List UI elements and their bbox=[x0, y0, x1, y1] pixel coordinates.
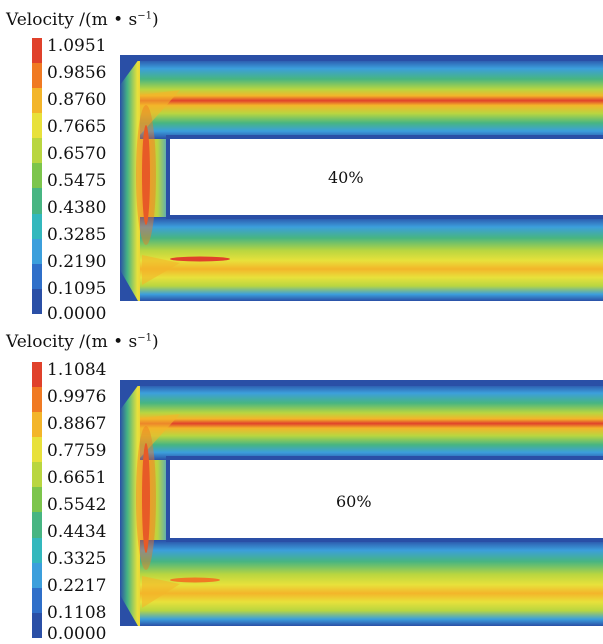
colorbar-tick: 0.7759 bbox=[47, 441, 107, 461]
porosity-label: 60% bbox=[336, 492, 372, 511]
colorbar-band bbox=[32, 462, 42, 488]
colorbar-band bbox=[32, 238, 42, 264]
colorbar-tick: 0.3285 bbox=[47, 225, 107, 245]
colorbar-tick: 0.4434 bbox=[47, 522, 107, 542]
colorbar-tick: 0.7665 bbox=[47, 117, 107, 137]
velocity-field bbox=[120, 380, 603, 626]
velocity-panel-60: Velocity /(m • s−1) 1.1084 0.9976 0.8867… bbox=[0, 322, 603, 644]
colorbar-tick: 0.1108 bbox=[47, 603, 107, 623]
colorbar-tick: 0.2190 bbox=[47, 252, 107, 272]
velocity-panel-40: Velocity /(m • s−1) 1.0951 0.9856 0.8760… bbox=[6, 10, 603, 324]
colorbar-tick: 0.8760 bbox=[47, 90, 107, 110]
colorbar-band bbox=[32, 562, 42, 588]
colorbar-band bbox=[32, 263, 42, 289]
colorbar-band bbox=[32, 63, 42, 89]
colorbar-title: Velocity /(m • s−1) bbox=[6, 332, 159, 352]
colorbar-band bbox=[32, 213, 42, 239]
colorbar-band bbox=[32, 437, 42, 463]
colorbar-band bbox=[32, 612, 42, 638]
colorbar-band bbox=[32, 188, 42, 214]
colorbar-band bbox=[32, 362, 42, 388]
colorbar-band bbox=[32, 163, 42, 189]
colorbar-tick: 0.2217 bbox=[47, 576, 107, 596]
colorbar-band bbox=[32, 288, 42, 314]
colorbar-title: Velocity /(m • s−1) bbox=[6, 10, 159, 30]
colorbar-band bbox=[32, 38, 42, 64]
colorbar-band bbox=[32, 487, 42, 513]
colorbar-band bbox=[32, 537, 42, 563]
colorbar-tick: 0.5542 bbox=[47, 495, 107, 515]
velocity-field bbox=[120, 55, 603, 301]
colorbar-tick: 0.3325 bbox=[47, 549, 107, 569]
colorbar-tick: 0.4380 bbox=[47, 198, 107, 218]
colorbar-band bbox=[32, 512, 42, 538]
colorbar bbox=[32, 362, 42, 638]
colorbar bbox=[32, 38, 42, 314]
colorbar-band bbox=[32, 387, 42, 413]
colorbar-tick: 0.0000 bbox=[47, 304, 107, 324]
colorbar-tick: 1.1084 bbox=[47, 360, 107, 380]
colorbar-tick: 0.8867 bbox=[47, 414, 107, 434]
colorbar-tick: 0.6570 bbox=[47, 144, 107, 164]
colorbar-tick: 0.0000 bbox=[47, 624, 107, 644]
porosity-label: 40% bbox=[328, 168, 364, 187]
colorbar-tick: 0.5475 bbox=[47, 171, 107, 191]
colorbar-band bbox=[32, 113, 42, 139]
colorbar-tick: 0.1095 bbox=[47, 279, 107, 299]
colorbar-band bbox=[32, 587, 42, 613]
colorbar-tick: 1.0951 bbox=[47, 36, 107, 56]
colorbar-tick: 0.9976 bbox=[47, 387, 107, 407]
colorbar-band bbox=[32, 138, 42, 164]
colorbar-band bbox=[32, 88, 42, 114]
colorbar-band bbox=[32, 412, 42, 438]
colorbar-tick: 0.9856 bbox=[47, 63, 107, 83]
colorbar-tick: 0.6651 bbox=[47, 468, 107, 488]
